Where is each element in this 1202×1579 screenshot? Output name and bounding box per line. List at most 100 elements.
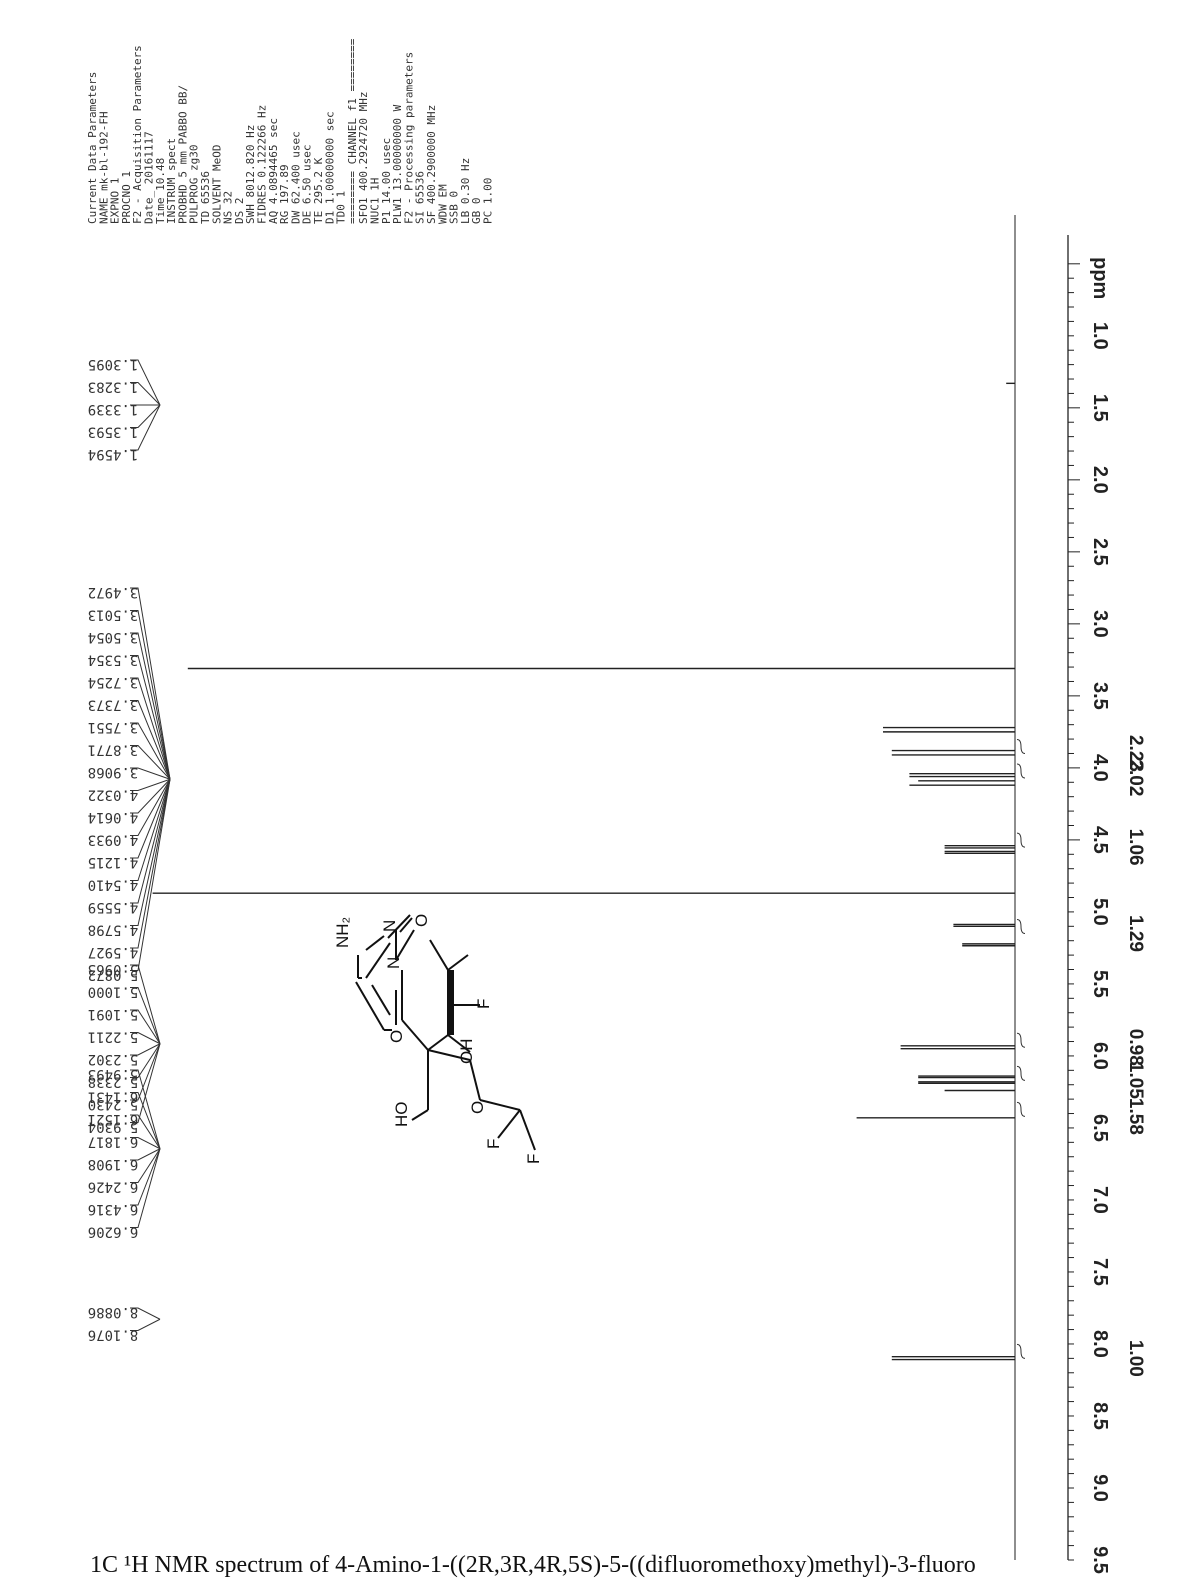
svg-text:HO: HO bbox=[392, 1102, 411, 1128]
integral-value: 1.05 bbox=[1125, 1062, 1146, 1099]
svg-text:N: N bbox=[380, 920, 399, 932]
svg-text:N: N bbox=[384, 957, 403, 969]
peak-label: 6.4316 bbox=[88, 1201, 139, 1217]
peak-connector bbox=[130, 1148, 161, 1183]
peak-connector bbox=[130, 1148, 161, 1228]
peak-connector bbox=[130, 779, 171, 836]
peak-label: 6.6206 bbox=[88, 1224, 139, 1240]
peak-label: 5.9493 bbox=[88, 1066, 139, 1082]
tick-label: 6.0 bbox=[1089, 1042, 1111, 1070]
tick-label: 9.5 bbox=[1089, 1546, 1111, 1574]
peak-connector bbox=[130, 779, 171, 881]
peak-connector bbox=[130, 1307, 161, 1320]
integral-curve bbox=[1016, 1065, 1026, 1081]
peak-connector bbox=[130, 1137, 161, 1150]
parameter-line: LB 0.30 Hz bbox=[459, 158, 472, 224]
parameter-line: SOLVENT MeOD bbox=[210, 145, 223, 224]
parameter-line: NUC1 1H bbox=[369, 178, 382, 224]
parameter-line: EXPNO 1 bbox=[109, 178, 122, 224]
parameter-line: NS 32 bbox=[222, 191, 235, 224]
peak-connector bbox=[130, 587, 171, 780]
integral-curve bbox=[1016, 738, 1026, 754]
peak-label: 3.9068 bbox=[88, 764, 139, 780]
integral-value: 1.00 bbox=[1125, 1340, 1146, 1377]
peak-label: 5.1000 bbox=[88, 984, 139, 1000]
peak-connector bbox=[130, 359, 161, 406]
peak-connector bbox=[130, 987, 161, 1044]
tick-label: 8.5 bbox=[1089, 1402, 1111, 1430]
tick-label: 6.5 bbox=[1089, 1114, 1111, 1142]
peak-label: 3.8771 bbox=[88, 742, 139, 758]
parameter-line: SWH 8012.820 Hz bbox=[244, 125, 257, 224]
tick-label: 5.0 bbox=[1089, 898, 1111, 926]
parameter-line: SF 400.2900000 MHz bbox=[425, 105, 438, 224]
parameter-line: FIDRES 0.122266 Hz bbox=[256, 105, 269, 224]
peak-label: 6.2426 bbox=[88, 1179, 139, 1195]
parameter-block: Current Data ParametersNAME mk-bl-192-FH… bbox=[86, 38, 494, 224]
peak-label: 1.3095 bbox=[88, 356, 139, 372]
parameter-line: DW 62.400 usec bbox=[289, 131, 302, 224]
peak-label: 5.2211 bbox=[88, 1029, 139, 1045]
peak-connector bbox=[130, 1043, 161, 1056]
peak-label: 8.1076 bbox=[88, 1327, 139, 1343]
peak-label: 5.9304 bbox=[88, 1119, 139, 1135]
svg-text:O: O bbox=[387, 1030, 406, 1043]
peak-label: 3.7254 bbox=[88, 674, 139, 690]
integral-curve bbox=[1016, 1101, 1026, 1117]
parameter-line: SFO1 400.2924720 MHz bbox=[357, 92, 370, 224]
peak-connector bbox=[130, 655, 171, 780]
parameter-line: DS 2 bbox=[233, 198, 246, 225]
tick-label: 1.0 bbox=[1089, 322, 1111, 350]
peak-label: 4.0933 bbox=[88, 832, 139, 848]
peak-label: 6.1817 bbox=[88, 1134, 139, 1150]
peak-connector bbox=[130, 1069, 161, 1149]
tick-label: 4.5 bbox=[1089, 826, 1111, 854]
peak-label: 1.3283 bbox=[88, 379, 139, 395]
parameter-line: DE 6.50 usec bbox=[301, 145, 314, 224]
tick-label: 7.5 bbox=[1089, 1258, 1111, 1286]
peak-label: 5.0963 bbox=[88, 961, 139, 977]
peak-connector bbox=[130, 1148, 161, 1161]
peak-connector bbox=[130, 779, 171, 926]
peak-label: 5.2302 bbox=[88, 1051, 139, 1067]
tick-label: 8.0 bbox=[1089, 1330, 1111, 1358]
peak-label: 4.0322 bbox=[88, 787, 139, 803]
integral-curve bbox=[1016, 1343, 1026, 1359]
parameter-line: TD 65536 bbox=[199, 171, 212, 224]
peak-label: 5.2430 bbox=[88, 1096, 139, 1112]
peak-connector bbox=[130, 722, 171, 780]
parameter-line: GB 0 bbox=[470, 198, 483, 225]
integral-value: 0.98 bbox=[1125, 1029, 1146, 1066]
peak-connector bbox=[130, 1043, 161, 1123]
integral-values: 2.232.02 1.06 1.29 0.981.051.58 1.00 bbox=[1125, 735, 1146, 1377]
parameter-line: SSB 0 bbox=[448, 191, 461, 224]
peak-connector bbox=[130, 677, 171, 780]
svg-text:F: F bbox=[484, 1139, 503, 1149]
peak-label: 3.4972 bbox=[88, 584, 139, 600]
peak-connector bbox=[130, 767, 171, 780]
parameter-line: Current Data Parameters bbox=[86, 72, 99, 224]
integral-value: 1.06 bbox=[1125, 829, 1146, 866]
peak-label: 4.1215 bbox=[88, 854, 139, 870]
integral-value: 1.58 bbox=[1125, 1098, 1146, 1135]
integral-value: 2.02 bbox=[1125, 759, 1146, 796]
peak-label: 6.1908 bbox=[88, 1156, 139, 1172]
peak-connector bbox=[130, 610, 171, 780]
peak-label: 1.3339 bbox=[88, 401, 139, 417]
peak-label: 3.5013 bbox=[88, 607, 139, 623]
svg-text:O: O bbox=[412, 914, 431, 927]
integral-value: 1.29 bbox=[1125, 915, 1146, 952]
parameter-line: F2 - Processing parameters bbox=[402, 52, 415, 224]
tick-label: 1.5 bbox=[1089, 394, 1111, 422]
parameter-line: PULPROG zg30 bbox=[188, 145, 201, 224]
molecule-structure: NH₂ N O N O F OH HO O F F bbox=[333, 914, 543, 1164]
peak-label: 3.7551 bbox=[88, 719, 139, 735]
peak-label: 6.1521 bbox=[88, 1111, 139, 1127]
svg-text:OH: OH bbox=[457, 1039, 476, 1065]
peak-connector bbox=[130, 404, 161, 428]
tick-label: 3.5 bbox=[1089, 682, 1111, 710]
parameter-line: PROCNO 1 bbox=[120, 171, 133, 224]
parameter-line: PC 1.00 bbox=[481, 178, 494, 224]
integral-curve bbox=[1016, 1032, 1026, 1048]
tick-label: 7.0 bbox=[1089, 1186, 1111, 1214]
